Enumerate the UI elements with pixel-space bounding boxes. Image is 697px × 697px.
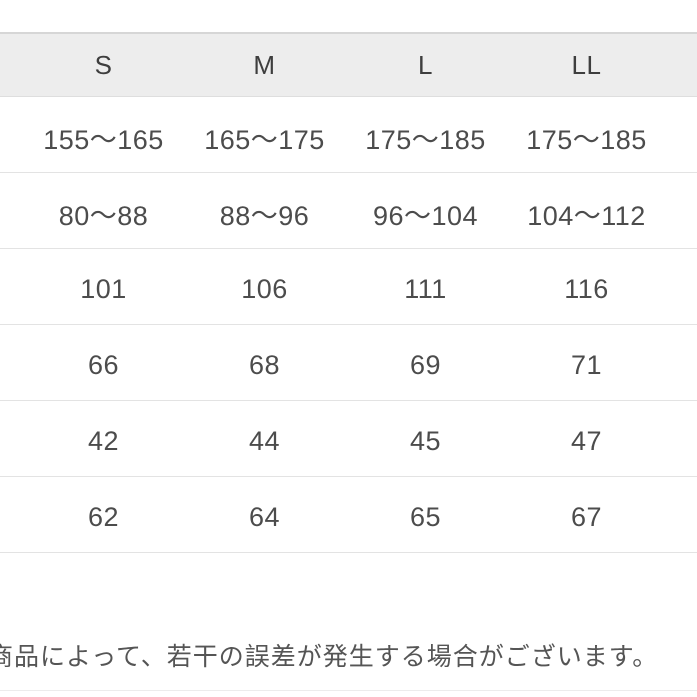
column-header-m: M	[253, 49, 276, 80]
table-cell: 47	[570, 426, 603, 456]
table-cell: 44	[248, 426, 281, 456]
table-row: 42 44 45 47	[0, 401, 697, 477]
column-header-l: L	[418, 49, 433, 80]
size-chart-table: S M L LL 155〜165 165〜175 175〜185 175〜185…	[0, 32, 697, 553]
table-cell: 68	[248, 350, 281, 380]
table-cell: 106	[241, 274, 288, 304]
table-cell: 116	[564, 274, 609, 304]
table-cell: 42	[87, 426, 120, 456]
size-table-header-row: S M L LL	[0, 32, 697, 97]
table-cell: 101	[80, 274, 127, 304]
table-cell: 111	[404, 274, 447, 304]
disclaimer-note-text: 商品によって、若干の誤差が発生する場合がございます。	[0, 643, 659, 671]
table-cell: 62	[87, 502, 120, 532]
table-cell: 175〜185	[526, 125, 647, 155]
table-row: 66 68 69 71	[0, 325, 697, 401]
table-cell: 165〜175	[204, 125, 325, 155]
table-cell: 96〜104	[372, 201, 479, 231]
table-row-height-range: 155〜165 165〜175 175〜185 175〜185	[0, 97, 697, 173]
table-row-chest-range: 80〜88 88〜96 96〜104 104〜112	[0, 173, 697, 249]
table-cell: 69	[409, 350, 442, 380]
bottom-divider	[0, 690, 697, 691]
table-cell: 66	[87, 350, 120, 380]
table-cell: 104〜112	[527, 201, 646, 231]
table-cell: 67	[570, 502, 603, 532]
table-cell: 80〜88	[58, 201, 149, 231]
table-row: 101 106 111 116	[0, 249, 697, 325]
column-header-s: S	[94, 49, 113, 80]
table-cell: 45	[409, 426, 442, 456]
table-cell: 155〜165	[43, 125, 164, 155]
table-cell: 71	[570, 350, 603, 380]
table-cell: 175〜185	[365, 125, 486, 155]
table-row: 62 64 65 67	[0, 477, 697, 553]
table-cell: 88〜96	[219, 201, 310, 231]
column-header-ll: LL	[571, 49, 602, 80]
table-cell: 65	[409, 502, 442, 532]
table-cell: 64	[248, 502, 281, 532]
